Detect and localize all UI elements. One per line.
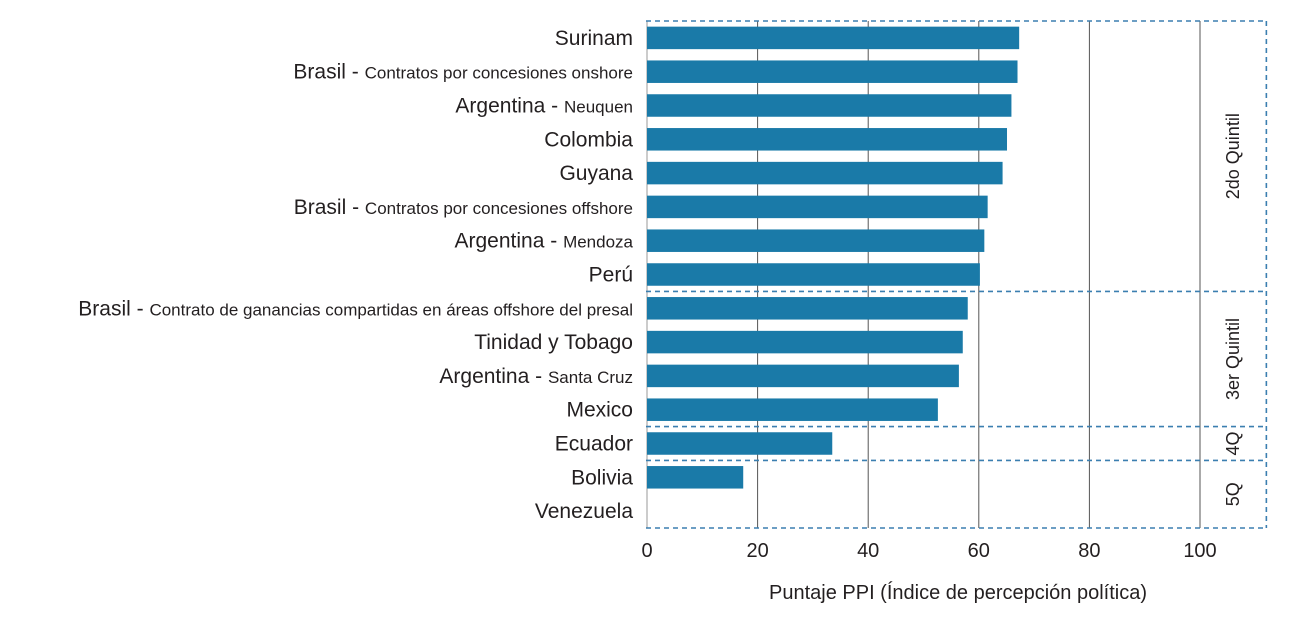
category-label: Brasil - Contratos por concesiones onsho… [293, 61, 633, 84]
category-label-main: Bolivia [571, 466, 633, 489]
bars [647, 26, 1020, 489]
bar [647, 466, 744, 489]
bar [647, 330, 963, 354]
bar [647, 128, 1008, 151]
category-label-main: Guyana [559, 162, 633, 185]
bar [647, 364, 959, 388]
category-label: Argentina - Santa Cruz [439, 365, 633, 388]
x-tick-labels: 0 20 40 60 80 100 [641, 540, 1216, 562]
x-tick-label: 20 [746, 540, 768, 562]
x-tick-label: 80 [1078, 540, 1100, 562]
category-label-main: Brasil - [294, 196, 365, 219]
category-label-sub: Neuquen [564, 98, 633, 117]
quintile-label: 3er Quintil [1223, 318, 1243, 400]
category-label: Venezuela [535, 500, 633, 523]
quintile-label: 4Q [1223, 431, 1243, 455]
bar [647, 229, 985, 252]
category-label: Bolivia [571, 466, 633, 489]
category-label-main: Argentina - [455, 95, 564, 118]
quintile-bands: 2do Quintil 3er Quintil 4Q 5Q [646, 20, 1268, 529]
category-label-sub: Contratos por concesiones offshore [365, 199, 633, 218]
category-label-sub: Contrato de ganancias compartidas en áre… [149, 300, 633, 319]
category-label: Colombia [544, 128, 633, 151]
quintile-label: 5Q [1223, 482, 1243, 506]
category-label: Ecuador [555, 433, 633, 456]
category-label-main: Colombia [544, 128, 633, 151]
category-label-main: Argentina - [439, 365, 548, 388]
bar [647, 60, 1018, 83]
category-label: Brasil - Contratos por concesiones offsh… [294, 196, 633, 219]
bar [647, 26, 1020, 50]
category-label-main: Ecuador [555, 433, 633, 456]
bar [647, 263, 980, 286]
category-label: Surinam [555, 27, 633, 50]
category-label: Mexico [566, 399, 633, 422]
category-label: Tinidad y Tobago [474, 331, 633, 354]
category-label: Argentina - Mendoza [455, 230, 634, 253]
x-tick-label: 100 [1183, 540, 1216, 562]
category-label-sub: Santa Cruz [548, 368, 633, 387]
category-label-main: Brasil - [293, 61, 364, 84]
category-label-main: Perú [589, 264, 633, 287]
category-labels: Surinam Brasil - Contratos por concesione… [78, 27, 633, 523]
bar [647, 398, 938, 421]
category-label-main: Brasil - [78, 297, 149, 320]
category-label-sub: Mendoza [563, 233, 633, 252]
category-label-main: Surinam [555, 27, 633, 50]
x-tick-label: 40 [857, 540, 879, 562]
category-label-main: Mexico [566, 399, 633, 422]
category-label: Perú [589, 264, 633, 287]
bar [647, 94, 1012, 117]
category-label-main: Argentina - [455, 230, 564, 253]
quintile-label: 2do Quintil [1223, 113, 1243, 199]
x-tick-label: 0 [641, 540, 652, 562]
category-label: Guyana [559, 162, 633, 185]
category-label-sub: Contratos por concesiones onshore [365, 64, 633, 83]
bar [647, 161, 1003, 185]
x-tick-label: 60 [968, 540, 990, 562]
category-label-main: Tinidad y Tobago [474, 331, 633, 354]
bar [647, 297, 968, 320]
x-axis-title: Puntaje PPI (Índice de percepción políti… [769, 581, 1147, 604]
category-label: Brasil - Contrato de ganancias compartid… [78, 297, 633, 320]
category-label: Argentina - Neuquen [455, 95, 633, 118]
bar [647, 432, 833, 455]
category-label-main: Venezuela [535, 500, 633, 523]
bar [647, 195, 988, 219]
